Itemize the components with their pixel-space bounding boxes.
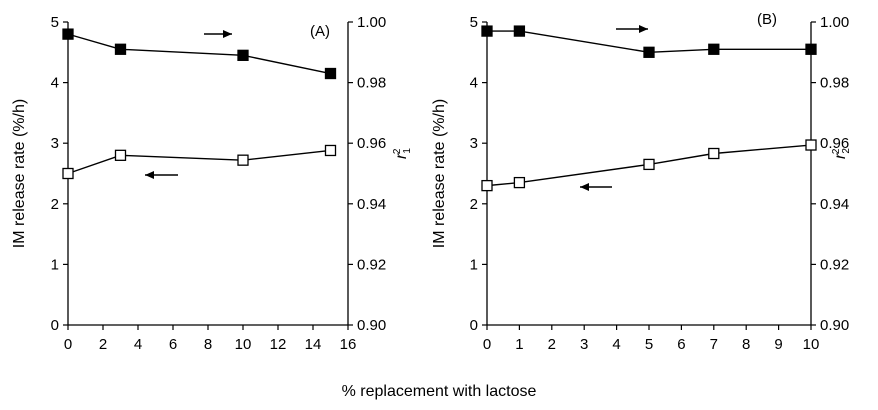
data-point-open-square [237,154,249,166]
x-tick-label: 2 [548,336,556,353]
chart-panel-b: 0 1 2 3 4 5 6 7 8 9 10 0 1 2 3 4 5 0.90 0.92 0.94 0.96 0.98 1.… [431,11,852,353]
x-tick-label: 16 [340,336,357,353]
panel-label: (A) [310,23,330,40]
y-left-tick-label: 0 [470,317,478,334]
x-tick-label: 7 [710,336,718,353]
y-left-axis-title: IM release rate (%/h) [11,99,28,248]
arrow-head [223,30,232,38]
data-point-filled-square [708,43,720,55]
x-tick-label: 4 [612,336,620,353]
arrow-head [639,25,648,33]
x-tick-label: 2 [99,336,107,353]
data-point-open-square [513,176,526,189]
y-left-tick-label: 4 [51,75,59,92]
y-right-tick-label: 0.96 [820,135,849,152]
x-tick-label: 5 [645,336,653,353]
y-left-tick-label: 3 [51,135,59,152]
data-point-open-square [324,144,337,157]
x-tick-label: 10 [235,336,252,353]
y-right-tick-label: 1.00 [820,14,849,31]
y-right-tick-label: 1.00 [357,14,386,31]
y-right-tick-label: 0.94 [820,196,849,213]
y-left-tick-label: 2 [470,196,478,213]
x-tick-label: 12 [270,336,287,353]
y-left-tick-label: 5 [470,14,478,31]
x-tick-label: 9 [774,336,782,353]
panel-label: (B) [757,11,777,28]
data-point-open-square [805,139,817,151]
y-left-tick-label: 5 [51,14,59,31]
y-right-tick-label: 0.92 [357,256,386,273]
data-point-open-square [643,158,655,171]
series-line-filled-square [67,33,331,75]
x-tick-label: 10 [803,336,820,353]
y-right-axis-title: r22 [831,148,852,159]
x-axis-title: % replacement with lactose [341,383,537,400]
data-point-open-square [62,167,74,180]
x-tick-label: 14 [305,336,322,353]
data-point-open-square [481,179,493,192]
data-point-filled-square [805,43,817,55]
x-tick-label: 8 [742,336,750,353]
data-point-open-square [114,149,127,161]
x-tick-label: 4 [134,336,142,353]
y-left-tick-label: 1 [51,256,59,273]
y-right-tick-label: 0.92 [820,256,849,273]
data-point-filled-square [513,25,526,37]
x-tick-label: 8 [204,336,212,353]
data-point-open-square [708,147,720,160]
y-left-tick-label: 1 [470,256,478,273]
data-point-filled-square [114,43,127,55]
y-right-tick-label: 0.94 [357,196,386,213]
y-left-tick-label: 2 [51,196,59,213]
y-left-tick-label: 4 [470,75,478,92]
y-right-tick-label: 0.98 [357,75,386,92]
arrow-head [580,183,589,191]
x-tick-label: 0 [64,336,72,353]
y-left-axis-title: IM release rate (%/h) [431,99,448,248]
chart-panel-a: 0 2 4 6 8 10 12 14 160123450.900.920.940.960.981… [11,14,413,353]
arrow-head [145,171,154,179]
x-tick-label: 6 [677,336,685,353]
x-tick-label: 6 [169,336,177,353]
data-point-filled-square [62,28,74,40]
data-point-filled-square [643,46,655,58]
y-left-tick-label: 3 [470,135,478,152]
y-left-tick-label: 0 [51,317,59,334]
y-right-tick-label: 0.98 [820,75,849,92]
data-point-filled-square [481,25,493,37]
x-tick-label: 0 [483,336,491,353]
data-point-filled-square [237,49,249,61]
series-line-open-square [67,149,331,175]
x-tick-label: 1 [515,336,523,353]
y-right-axis-title: r12 [392,148,413,159]
y-right-tick-label: 0.90 [357,317,386,334]
y-right-tick-label: 0.96 [357,135,386,152]
y-right-tick-label: 0.90 [820,317,849,334]
x-tick-label: 3 [580,336,588,353]
data-point-filled-square [324,67,337,80]
